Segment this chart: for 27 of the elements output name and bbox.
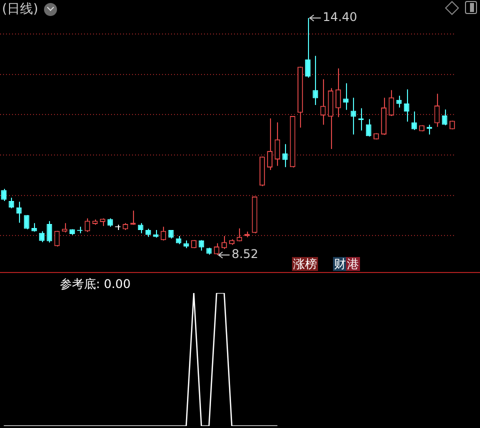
candlestick <box>312 55 318 106</box>
candlestick <box>46 220 52 244</box>
candlestick <box>411 111 417 131</box>
candlestick <box>267 118 273 170</box>
annotation: 8.52 <box>232 247 258 262</box>
candlestick <box>84 218 90 233</box>
text: 港 <box>346 257 360 271</box>
candlestick <box>366 118 372 137</box>
candlestick <box>1 188 7 202</box>
candlestick <box>343 82 349 110</box>
candlestick <box>305 18 311 78</box>
candlestick <box>350 97 356 135</box>
candlestick <box>221 236 227 250</box>
candlestick <box>404 88 410 122</box>
candlestick <box>198 240 204 252</box>
candlestick <box>160 226 166 241</box>
candlestick <box>388 90 394 116</box>
chart-title: 参考底: 0.00 <box>60 276 131 293</box>
text: 财 <box>333 257 347 271</box>
text: 涨榜 <box>292 257 318 271</box>
candlestick <box>236 228 242 242</box>
candlestick <box>335 68 341 118</box>
annotation: 14.40 <box>322 10 358 24</box>
candlestick <box>138 222 144 234</box>
candlestick <box>442 108 448 126</box>
chart-title: (日线) <box>2 1 38 18</box>
candlestick <box>274 122 280 166</box>
